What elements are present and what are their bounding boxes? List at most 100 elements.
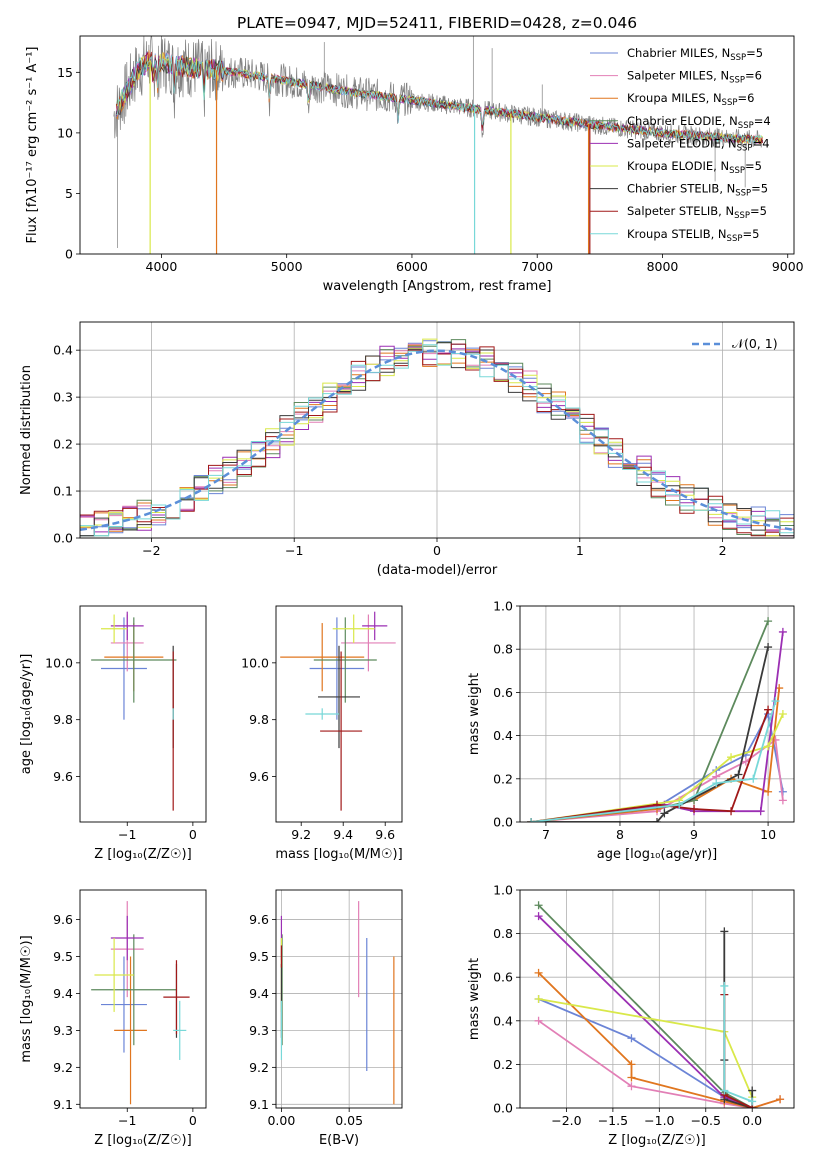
x-tick-label: −2.0 bbox=[551, 1113, 581, 1128]
weight-line-7 bbox=[530, 709, 769, 822]
weight-marker bbox=[749, 774, 758, 783]
weight-marker bbox=[527, 818, 536, 822]
weight-marker bbox=[690, 805, 699, 814]
y-tick-label: 5 bbox=[65, 186, 73, 201]
weight-marker bbox=[534, 968, 543, 977]
axes-frame bbox=[79, 605, 207, 823]
weight-line-2 bbox=[531, 688, 781, 822]
x-axis-label: age [log₁₀(age/yr)] bbox=[597, 847, 718, 862]
x-tick-label: 5000 bbox=[271, 259, 303, 274]
axes-frame bbox=[79, 35, 795, 255]
panel-residuals: −2 −1 0 1 2 0.0 0.1 0.2 0.3 0.4 (data-model)/error… bbox=[19, 321, 795, 578]
normal-curve bbox=[80, 349, 794, 532]
y-tick-label: 0.0 bbox=[53, 531, 73, 546]
axes-frame bbox=[275, 889, 403, 1109]
x-tick-label: 7 bbox=[542, 827, 550, 842]
plot-area bbox=[280, 611, 396, 811]
weight-marker bbox=[627, 1034, 636, 1043]
y-tick-label: 9.8 bbox=[53, 712, 73, 727]
weight-line-4 bbox=[530, 631, 784, 822]
weight-marker bbox=[764, 705, 773, 714]
y-tick-label: 0.6 bbox=[493, 970, 513, 985]
x-tick-label: −1 bbox=[118, 827, 136, 842]
y-tick-label: 9.1 bbox=[249, 1097, 269, 1112]
y-tick-label: 9.6 bbox=[249, 912, 269, 927]
weight-line-6 bbox=[723, 931, 754, 1108]
y-tick-label: 1.0 bbox=[493, 599, 513, 614]
weight-marker bbox=[756, 807, 765, 816]
y-tick-label: 10 bbox=[57, 125, 73, 140]
weight-line-0 bbox=[538, 998, 753, 1108]
weight-line-6 bbox=[531, 646, 769, 822]
plot-area bbox=[534, 901, 785, 1108]
y-tick-label: 9.5 bbox=[249, 949, 269, 964]
weight-marker bbox=[771, 697, 780, 706]
x-tick-label: −1 bbox=[118, 1113, 136, 1128]
weight-marker bbox=[748, 1086, 757, 1095]
plot-area bbox=[113, 36, 764, 254]
legend-label: Salpeter STELIB, NSSP=5 bbox=[627, 204, 767, 221]
axes-frame bbox=[275, 605, 403, 823]
y-tick-label: 9.2 bbox=[249, 1060, 269, 1075]
histogram-8 bbox=[80, 344, 794, 537]
y-axis-label: mass weight bbox=[467, 673, 482, 755]
legend-label: Kroupa STELIB, NSSP=5 bbox=[627, 227, 759, 244]
axes-frame bbox=[519, 605, 795, 823]
y-axis-label: mass weight bbox=[467, 958, 482, 1040]
spectrum-model-8 bbox=[116, 53, 763, 144]
weight-marker bbox=[627, 1073, 636, 1082]
weight-line-3 bbox=[537, 904, 753, 1108]
x-tick-label: 1 bbox=[576, 543, 584, 558]
plot-area bbox=[280, 901, 395, 1105]
y-tick-label: 0.0 bbox=[493, 1101, 513, 1116]
panel-z-age: −1 0 9.6 9.8 10.0 Z [log₁₀(Z/Z☉)] age [log₁₀(a… bbox=[19, 605, 207, 862]
x-tick-label: −2 bbox=[142, 543, 160, 558]
weight-marker bbox=[627, 1082, 636, 1091]
weight-marker bbox=[778, 796, 787, 805]
legend-label: Salpeter ELODIE, NSSP=4 bbox=[627, 136, 770, 153]
y-tick-label: 0.4 bbox=[493, 728, 513, 743]
weight-marker bbox=[712, 779, 721, 788]
weight-marker bbox=[764, 787, 773, 796]
x-axis-label: (data-model)/error bbox=[377, 563, 498, 578]
weight-marker bbox=[776, 1095, 785, 1104]
panel-mass-age: 9.2 9.4 9.6 9.6 9.8 10.0 mass [log₁₀(M/M☉)] bbox=[241, 605, 403, 862]
x-tick-label: 0.0 bbox=[742, 1113, 762, 1128]
x-tick-label: 9.6 bbox=[375, 827, 395, 842]
y-tick-label: 0.2 bbox=[53, 437, 73, 452]
y-tick-label: 0.6 bbox=[493, 685, 513, 700]
weight-marker bbox=[734, 770, 743, 779]
y-tick-label: 9.6 bbox=[53, 769, 73, 784]
x-tick-label: 0.00 bbox=[267, 1113, 295, 1128]
figure-title: PLATE=0947, MJD=52411, FIBERID=0428, z=0… bbox=[237, 14, 637, 32]
panel-z-weight: −2.0 −1.5 −1.0 −0.5 0.0 0.0 0.2 0.4 0.6 0.8 1.0 Z [… bbox=[467, 883, 795, 1148]
legend-label: Kroupa MILES, NSSP=6 bbox=[627, 91, 754, 108]
weight-marker bbox=[675, 800, 684, 809]
weight-marker bbox=[534, 995, 543, 1003]
legend-label: Salpeter MILES, NSSP=6 bbox=[627, 69, 762, 86]
weight-marker bbox=[748, 1097, 757, 1106]
y-tick-label: 0.2 bbox=[493, 771, 513, 786]
y-tick-label: 9.2 bbox=[53, 1060, 73, 1075]
y-tick-label: 0 bbox=[65, 247, 73, 262]
legend-label: Chabrier ELODIE, NSSP=4 bbox=[627, 114, 771, 131]
x-tick-label: 9.2 bbox=[291, 827, 311, 842]
weight-line-2 bbox=[537, 972, 781, 1108]
y-tick-label: 10.0 bbox=[45, 655, 73, 670]
x-tick-label: 9.4 bbox=[333, 827, 353, 842]
y-axis-label: Normed distribution bbox=[19, 365, 34, 495]
x-tick-label: 9000 bbox=[772, 259, 804, 274]
x-tick-label: −1.5 bbox=[598, 1113, 628, 1128]
grid bbox=[520, 889, 794, 1109]
y-tick-label: 15 bbox=[57, 65, 73, 80]
y-axis-label: Flux [fλ10⁻¹⁷ erg cm⁻² s⁻¹ A⁻¹] bbox=[25, 47, 40, 244]
weight-marker bbox=[727, 807, 736, 816]
y-tick-label: 9.4 bbox=[53, 986, 73, 1001]
panel-spectrum: 4000 5000 6000 7000 8000 9000 0 5 10 15 wavelength… bbox=[25, 35, 804, 294]
y-axis-label: age [log₁₀(age/yr)] bbox=[19, 654, 34, 775]
y-tick-label: 9.1 bbox=[53, 1097, 73, 1112]
y-tick-label: 9.6 bbox=[249, 769, 269, 784]
y-tick-label: 0.1 bbox=[53, 484, 73, 499]
y-tick-label: 0.2 bbox=[493, 1057, 513, 1072]
legend-label: 𝒩(0, 1) bbox=[732, 336, 778, 351]
